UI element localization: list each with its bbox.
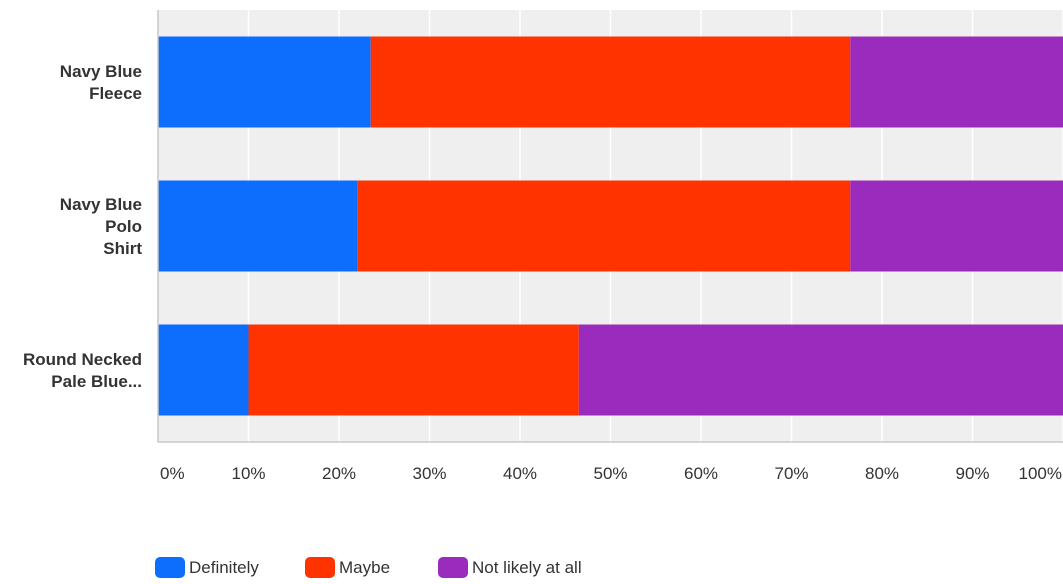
x-tick-label: 30%	[412, 464, 446, 483]
legend-item: Definitely	[155, 557, 259, 578]
bar-segment-not-likely-at-all	[850, 180, 1063, 272]
x-tick-label: 90%	[955, 464, 989, 483]
x-tick-label: 10%	[231, 464, 265, 483]
category-label: Navy Blue	[60, 62, 142, 81]
category-label: Polo	[105, 217, 142, 236]
x-tick-label: 40%	[503, 464, 537, 483]
bar-segment-not-likely-at-all	[850, 36, 1063, 128]
x-tick-label: 60%	[684, 464, 718, 483]
category-label: Navy Blue	[60, 195, 142, 214]
legend-swatch	[438, 557, 468, 578]
bars	[158, 36, 1063, 416]
category-label: Round Necked	[23, 350, 142, 369]
legend-label: Not likely at all	[472, 557, 582, 577]
legend-label: Maybe	[339, 557, 391, 577]
x-tick-labels: 0% 10% 20% 30% 40% 50% 60% 70% 80% 90% 100%	[160, 464, 1062, 483]
bar-segment-maybe	[357, 180, 851, 272]
x-tick-label: 80%	[865, 464, 899, 483]
bar-segment-maybe	[370, 36, 851, 128]
category-label: Shirt	[103, 239, 142, 258]
x-tick-label: 70%	[774, 464, 808, 483]
legend-swatch	[155, 557, 185, 578]
x-tick-label: 50%	[593, 464, 627, 483]
category-label: Pale Blue...	[51, 372, 142, 391]
bar-segment-maybe	[248, 324, 579, 416]
legend-item: Maybe	[305, 557, 390, 578]
bar-segment-definitely	[158, 36, 371, 128]
category-label: Fleece	[89, 84, 142, 103]
bar-segment-definitely	[158, 324, 249, 416]
x-tick-label: 20%	[322, 464, 356, 483]
legend-swatch	[305, 557, 335, 578]
bar-segment-not-likely-at-all	[578, 324, 1063, 416]
axis	[157, 10, 1063, 443]
bar-segment-definitely	[158, 180, 358, 272]
category-labels: Navy Blue Fleece Navy Blue Polo Shirt Round N…	[23, 62, 142, 391]
x-tick-label: 0%	[160, 464, 185, 483]
legend-label: Definitely	[189, 557, 259, 577]
x-tick-label: 100%	[1019, 464, 1062, 483]
legend-item: Not likely at all	[438, 557, 582, 578]
